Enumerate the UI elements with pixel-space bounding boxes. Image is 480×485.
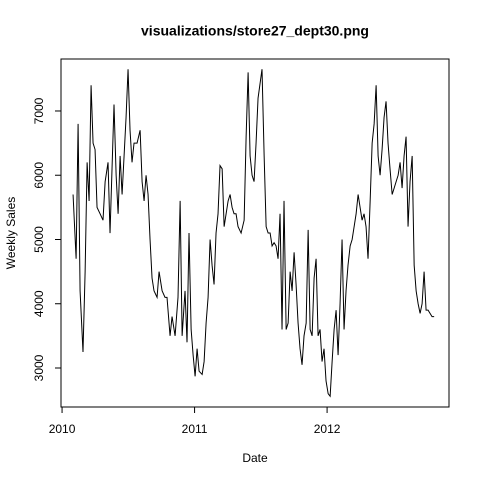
- x-axis-label: Date: [242, 451, 268, 465]
- y-tick-label: 7000: [32, 97, 46, 124]
- y-tick-label: 3000: [32, 354, 46, 381]
- chart-title: visualizations/store27_dept30.png: [141, 23, 369, 39]
- y-tick-label: 5000: [32, 226, 46, 253]
- x-tick-label: 2012: [314, 422, 341, 436]
- data-line: [72, 69, 435, 398]
- y-tick-label: 6000: [32, 162, 46, 189]
- plot-box: [60, 58, 450, 408]
- x-tick-label: 2011: [182, 422, 208, 436]
- x-tick-label: 2010: [49, 422, 76, 436]
- y-axis-label: Weekly Sales: [4, 197, 18, 269]
- y-tick-label: 4000: [32, 290, 46, 317]
